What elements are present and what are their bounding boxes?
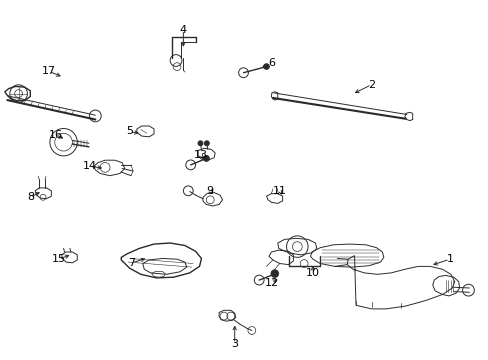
Text: 10: 10 (305, 268, 319, 278)
Text: 13: 13 (193, 150, 207, 160)
Text: 1: 1 (446, 254, 452, 264)
Circle shape (203, 156, 209, 161)
Text: 17: 17 (42, 66, 56, 76)
Text: 11: 11 (272, 186, 286, 196)
Text: 4: 4 (180, 24, 186, 35)
Text: 6: 6 (267, 58, 274, 68)
Circle shape (204, 141, 209, 146)
Text: 9: 9 (206, 186, 213, 196)
Circle shape (263, 64, 269, 69)
Text: 12: 12 (264, 278, 278, 288)
Text: 14: 14 (82, 161, 96, 171)
Text: 2: 2 (367, 80, 374, 90)
Circle shape (198, 141, 203, 146)
Circle shape (270, 270, 278, 278)
Text: 16: 16 (49, 130, 63, 140)
Text: 3: 3 (231, 339, 238, 349)
Text: 15: 15 (52, 254, 65, 264)
Text: 5: 5 (126, 126, 133, 136)
Text: 7: 7 (128, 258, 135, 268)
Text: 8: 8 (27, 192, 34, 202)
